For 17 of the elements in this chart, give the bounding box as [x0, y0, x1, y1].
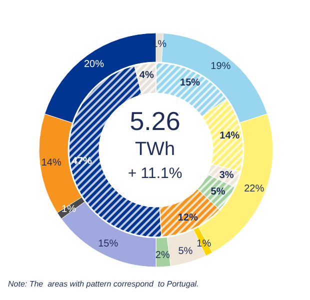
text: TWh	[134, 139, 176, 160]
text: Note: The areas with pattern correspond to Portugal.	[8, 280, 199, 288]
data-label: 5%	[178, 246, 193, 257]
data-label: 22%	[244, 183, 264, 194]
data-label: 3%	[219, 170, 234, 181]
data-label: 4%	[139, 70, 154, 82]
data-label: 15%	[180, 78, 200, 89]
data-label: 14%	[41, 158, 62, 169]
data-label: 5%	[210, 186, 226, 198]
data-label: 2%	[155, 250, 170, 261]
data-label: 19%	[210, 61, 231, 72]
data-label: 1%	[196, 238, 212, 250]
text: + 11.1%	[128, 165, 182, 182]
data-label: 20%	[84, 59, 104, 70]
text: 5.26	[130, 106, 180, 136]
data-label: 14%	[220, 130, 240, 142]
data-label: 15%	[98, 238, 118, 250]
